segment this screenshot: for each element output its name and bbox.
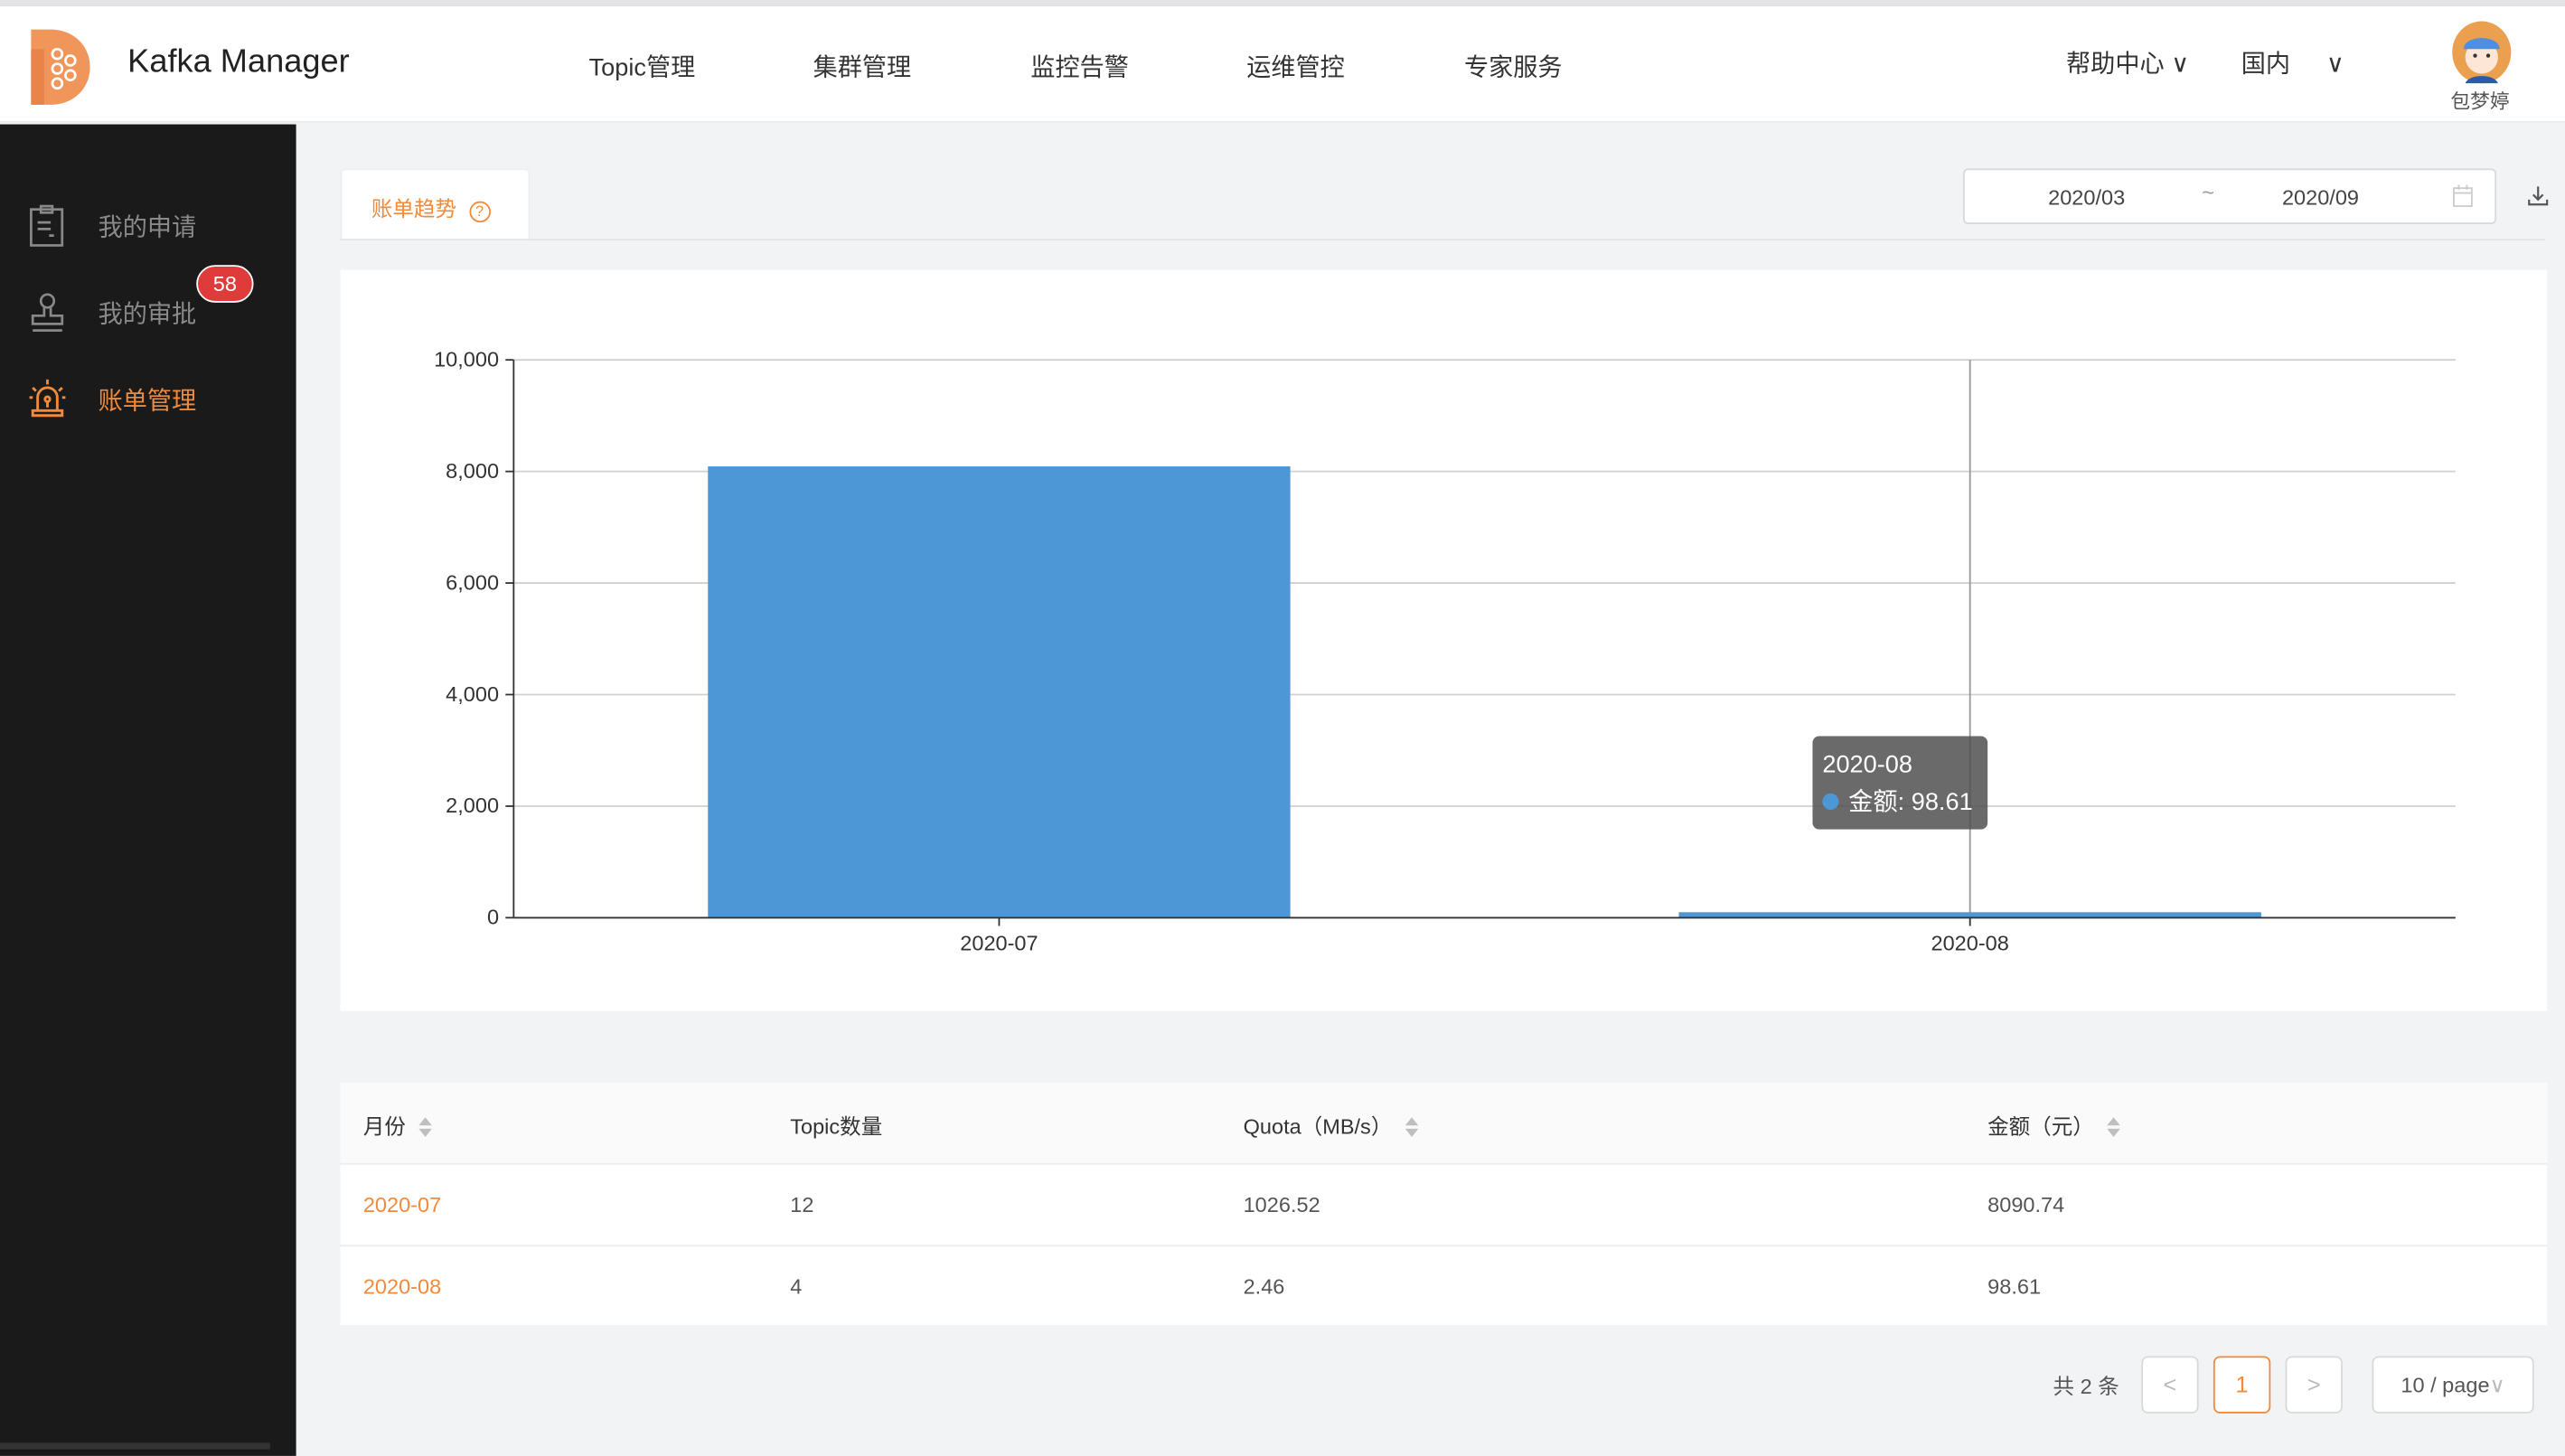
avatar[interactable] bbox=[2450, 21, 2513, 84]
tooltip-value: 98.61 bbox=[1911, 788, 1973, 817]
alarm-light-icon bbox=[29, 379, 66, 418]
next-page-button[interactable]: > bbox=[2285, 1356, 2343, 1414]
tooltip-label: 金额 bbox=[1848, 788, 1898, 817]
region-dropdown[interactable]: 国内 ∨ bbox=[2241, 46, 2344, 80]
chevron-left-icon: < bbox=[2163, 1370, 2177, 1397]
pagination-total: 共 2 条 bbox=[2053, 1374, 2119, 1399]
app-title: Kafka Manager bbox=[127, 43, 350, 80]
tab-label: 账单趋势 bbox=[371, 196, 457, 221]
chevron-down-icon: ∨ bbox=[2325, 51, 2344, 79]
chevron-right-icon: > bbox=[2307, 1370, 2321, 1397]
y-tick-label: 6,000 bbox=[446, 570, 499, 594]
x-tick-label: 2020-07 bbox=[960, 932, 1038, 955]
series-dot-icon bbox=[1822, 793, 1839, 810]
chevron-down-icon: ∨ bbox=[2489, 1372, 2505, 1397]
table-header: 月份 Topic数量 Quota（MB/s） 金额（元） bbox=[340, 1083, 2548, 1163]
quota-cell: 1026.52 bbox=[1243, 1192, 1320, 1217]
sort-icon[interactable] bbox=[1405, 1115, 1419, 1138]
calendar-icon bbox=[2453, 184, 2473, 207]
sort-icon[interactable] bbox=[2107, 1115, 2120, 1138]
range-separator: ~ bbox=[2202, 180, 2215, 205]
top-border bbox=[0, 0, 2565, 7]
nav-cluster[interactable]: 集群管理 bbox=[813, 53, 912, 82]
page-size-select[interactable]: 10 / page∨ bbox=[2372, 1356, 2534, 1414]
bar bbox=[708, 466, 1291, 918]
sidebar-scrollbar[interactable] bbox=[0, 1442, 270, 1450]
table-row: 2020-07 12 1026.52 8090.74 bbox=[340, 1162, 2548, 1245]
quota-cell: 2.46 bbox=[1243, 1273, 1285, 1300]
sort-icon[interactable] bbox=[418, 1115, 432, 1138]
column-header-month[interactable]: 月份 bbox=[363, 1109, 432, 1140]
column-header-quota[interactable]: Quota（MB/s） bbox=[1244, 1109, 1419, 1140]
download-icon[interactable] bbox=[2527, 185, 2549, 207]
tab-bill-trend[interactable]: 账单趋势 ? bbox=[340, 168, 531, 241]
month-link[interactable]: 2020-08 bbox=[362, 1273, 442, 1300]
nav-topic[interactable]: Topic管理 bbox=[588, 53, 696, 82]
header-label: Quota（MB/s） bbox=[1243, 1113, 1393, 1139]
y-tick-label: 2,000 bbox=[446, 794, 499, 817]
help-circle-icon[interactable]: ? bbox=[468, 201, 491, 223]
sidebar-item-label: 我的申请 bbox=[98, 214, 197, 242]
sidebar-item-label: 我的审批 bbox=[98, 301, 197, 329]
bar-chart: 0 2,000 4,000 6,000 8,000 10,000 2020-07 2020-0… bbox=[434, 347, 2456, 955]
chart-tooltip: 2020-08 金额: 98.61 bbox=[1812, 736, 1988, 830]
logo-icon bbox=[31, 29, 90, 105]
end-month-input[interactable]: 2020/09 bbox=[2281, 184, 2360, 210]
y-tick-label: 0 bbox=[487, 906, 499, 929]
prev-page-button[interactable]: < bbox=[2141, 1356, 2199, 1414]
column-header-topic-count: Topic数量 bbox=[790, 1113, 883, 1139]
sidebar-item-my-requests[interactable]: 我的申请 bbox=[0, 193, 296, 258]
sidebar-item-billing[interactable]: 账单管理 bbox=[0, 366, 296, 431]
page-1-button[interactable]: 1 bbox=[2213, 1356, 2271, 1414]
user-name: 包梦婷 bbox=[2450, 89, 2510, 113]
month-range-picker[interactable]: 2020/03 ~ 2020/09 bbox=[1963, 168, 2497, 224]
table-row: 2020-08 4 2.46 98.61 bbox=[340, 1245, 2548, 1325]
amount-cell: 8090.74 bbox=[1987, 1192, 2065, 1217]
y-tick-label: 4,000 bbox=[446, 682, 499, 706]
bill-table: 月份 Topic数量 Quota（MB/s） 金额（元） 2020-07 12 … bbox=[340, 1083, 2548, 1326]
topic-count-cell: 12 bbox=[790, 1192, 814, 1217]
start-month-input[interactable]: 2020/03 bbox=[2048, 184, 2126, 210]
month-link[interactable]: 2020-07 bbox=[362, 1192, 442, 1217]
approval-count-badge: 58 bbox=[196, 265, 254, 303]
bar bbox=[1678, 912, 2261, 918]
header: Kafka Manager Topic管理 集群管理 监控告警 运维管控 专家服… bbox=[0, 6, 2565, 123]
x-tick-label: 2020-08 bbox=[1931, 932, 2009, 955]
y-tick-label: 8,000 bbox=[446, 459, 499, 483]
header-label: 月份 bbox=[362, 1113, 406, 1139]
tooltip-title: 2020-08 bbox=[1822, 750, 1913, 779]
tab-divider bbox=[340, 239, 2546, 241]
chevron-down-icon: ∨ bbox=[2164, 51, 2190, 79]
header-label: 金额（元） bbox=[1987, 1113, 2094, 1139]
help-label: 帮助中心 bbox=[2066, 51, 2165, 79]
sidebar-item-label: 账单管理 bbox=[98, 387, 197, 416]
amount-cell: 98.61 bbox=[1987, 1273, 2042, 1300]
stamp-icon bbox=[31, 293, 64, 332]
help-center-dropdown[interactable]: 帮助中心 ∨ bbox=[2066, 46, 2189, 80]
region-label: 国内 bbox=[2241, 51, 2291, 79]
clipboard-icon bbox=[30, 204, 64, 247]
sidebar bbox=[0, 124, 296, 1456]
nav-ops[interactable]: 运维管控 bbox=[1246, 53, 1345, 82]
page-size-label: 10 / page bbox=[2401, 1372, 2490, 1397]
topic-count-cell: 4 bbox=[790, 1273, 803, 1300]
sidebar-item-my-approvals[interactable]: 我的审批 bbox=[0, 280, 296, 345]
column-header-amount[interactable]: 金额（元） bbox=[1987, 1109, 2120, 1140]
nav-monitor[interactable]: 监控告警 bbox=[1030, 53, 1129, 82]
chart-card: 0 2,000 4,000 6,000 8,000 10,000 2020-07 2020-0… bbox=[340, 269, 2548, 1011]
nav-expert[interactable]: 专家服务 bbox=[1463, 53, 1563, 82]
y-tick-label: 10,000 bbox=[434, 347, 499, 371]
